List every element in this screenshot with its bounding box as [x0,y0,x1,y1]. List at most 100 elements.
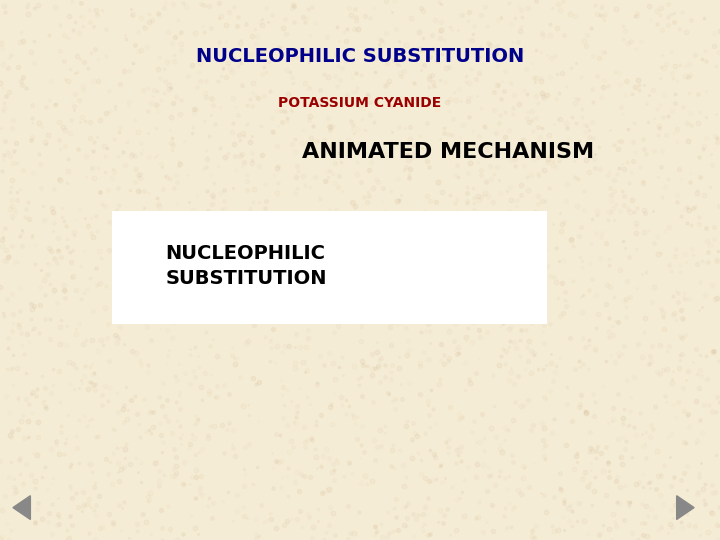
Point [300,234,312,243]
Point [0,38,6,47]
Point [415,4,427,12]
Point [614,452,626,461]
Point [132,527,143,536]
Point [318,70,329,78]
Point [271,164,283,172]
Point [475,273,487,282]
Point [202,431,213,440]
Point [197,396,208,404]
Point [359,193,370,201]
Point [19,434,30,442]
Point [472,270,483,279]
Point [652,131,664,139]
Point [633,477,644,486]
Point [444,291,456,299]
Point [706,407,718,415]
Point [53,175,64,184]
Point [415,296,427,305]
Point [343,535,354,540]
Point [302,366,313,374]
Point [449,198,460,207]
Point [624,208,636,217]
Point [454,133,465,141]
Point [402,514,413,522]
Point [165,174,176,183]
Point [179,302,191,311]
Point [666,522,678,531]
Point [614,483,626,491]
Point [678,288,689,297]
Point [292,53,303,62]
Point [286,515,297,524]
Point [310,137,322,145]
Point [641,99,652,108]
Point [22,0,34,8]
Point [434,134,446,143]
Point [111,334,122,342]
Point [694,277,706,286]
Point [477,249,489,258]
Point [93,247,104,256]
Point [341,318,352,326]
Point [313,192,325,200]
Point [385,462,397,470]
Point [15,28,27,37]
Point [89,478,101,487]
Point [454,494,466,502]
Point [576,475,588,484]
Point [138,144,149,153]
Point [503,126,515,134]
Point [333,183,344,191]
Point [171,170,182,179]
Point [424,530,436,539]
Point [693,212,705,221]
Point [236,81,248,90]
Point [281,385,292,394]
Point [492,16,504,25]
Point [86,468,98,476]
Point [0,256,12,265]
Point [160,359,171,368]
Point [252,416,264,425]
Point [78,58,90,66]
Point [318,488,329,496]
Point [76,112,87,121]
Point [287,0,298,9]
Point [286,105,297,114]
Point [695,416,706,424]
Point [446,25,457,34]
Point [121,440,132,448]
Point [436,17,447,26]
Point [453,55,464,64]
Point [166,133,178,142]
Point [241,171,253,179]
Point [415,456,426,464]
Point [476,409,487,418]
Point [130,164,141,173]
Point [564,334,576,342]
Point [226,68,238,77]
Point [259,204,271,212]
Point [347,121,359,130]
Point [413,28,425,36]
Point [373,39,384,48]
Point [289,477,301,486]
Point [325,122,337,130]
Point [651,7,662,16]
Point [528,349,540,358]
Point [219,45,230,53]
Point [222,59,234,68]
Point [701,56,712,65]
Point [583,448,595,457]
Point [24,400,35,409]
Point [325,503,336,511]
Point [671,316,683,325]
Point [418,264,429,273]
Point [506,451,518,460]
Point [91,9,103,18]
Point [446,130,458,139]
Point [75,376,86,384]
Point [384,529,395,537]
Point [438,510,450,519]
Point [706,280,718,289]
